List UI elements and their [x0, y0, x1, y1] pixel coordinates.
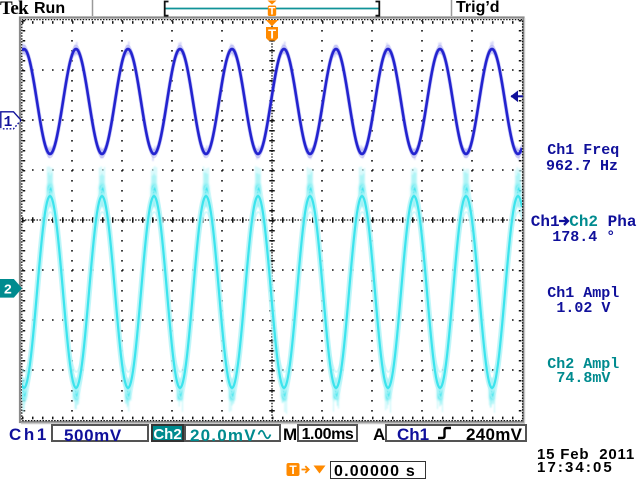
svg-text:2: 2	[4, 283, 12, 299]
svg-text:T: T	[289, 463, 297, 477]
svg-text:1: 1	[4, 115, 13, 131]
svg-text:T: T	[268, 27, 276, 42]
svg-text:T: T	[269, 5, 276, 17]
